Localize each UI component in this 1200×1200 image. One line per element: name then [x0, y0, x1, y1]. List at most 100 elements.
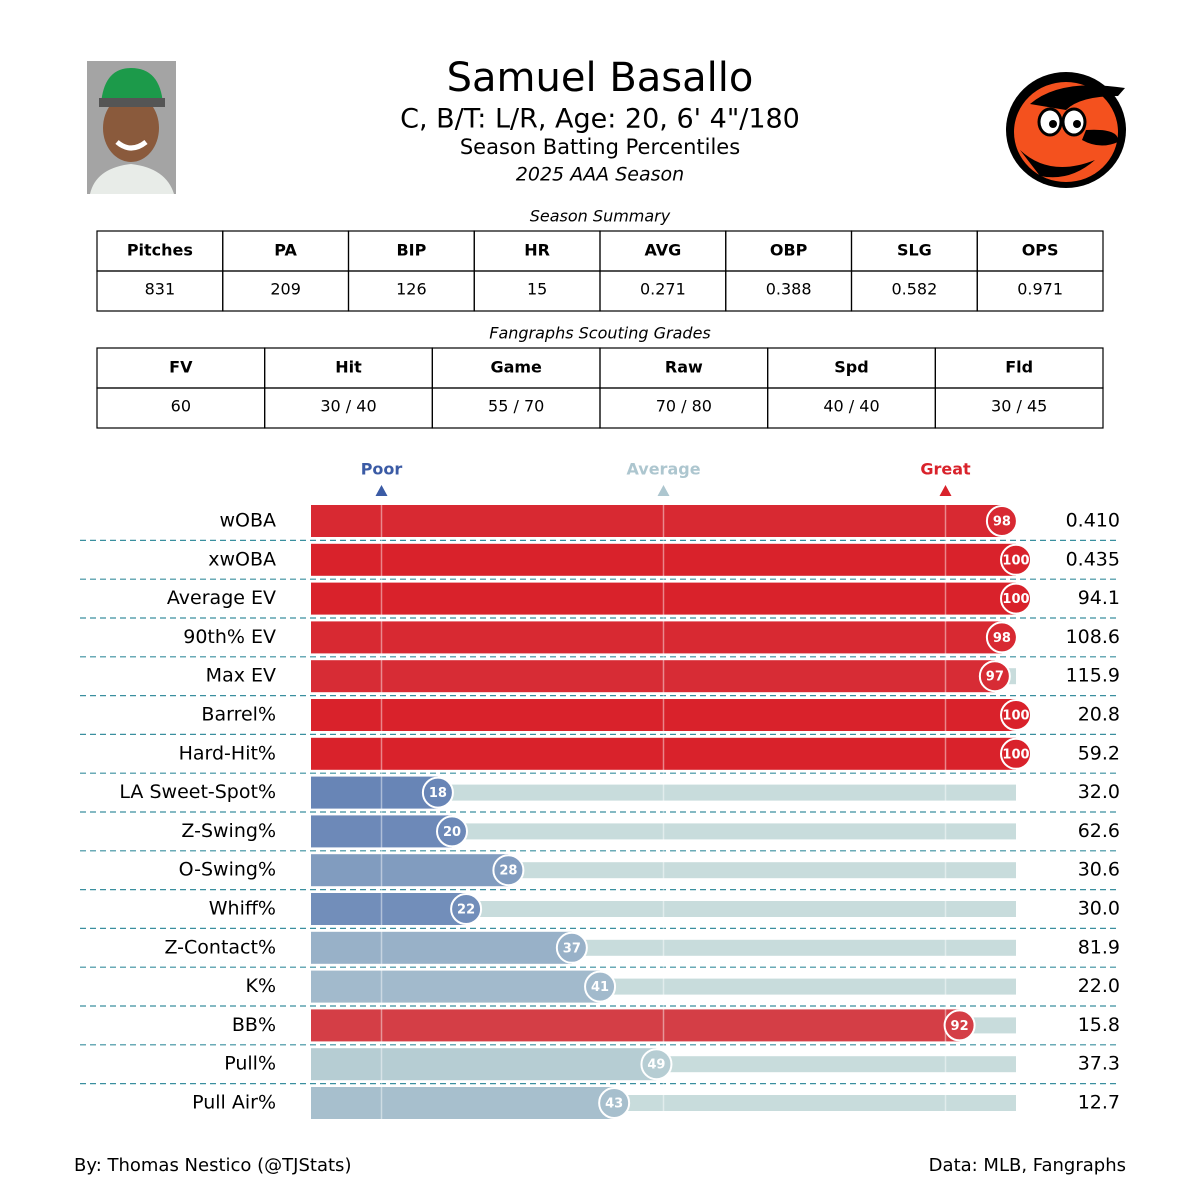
- table-header: Spd: [834, 358, 868, 377]
- percentile-label: 100: [1002, 709, 1029, 724]
- percentile-label: 49: [647, 1058, 665, 1073]
- reference-label: Poor: [361, 460, 403, 479]
- table-value: 0.971: [1017, 280, 1063, 299]
- table-header: Fld: [1005, 358, 1033, 377]
- percentile-dot: [1000, 699, 1032, 731]
- percentile-label: 98: [993, 631, 1011, 646]
- percentile-dot: [436, 815, 468, 848]
- table-value: 55 / 70: [488, 397, 544, 416]
- bar: [311, 621, 1002, 654]
- percentile-dot: [1000, 737, 1032, 770]
- stat-value: 30.0: [1078, 898, 1120, 920]
- percentile-label: 100: [1002, 592, 1029, 607]
- stat-value: 15.8: [1078, 1014, 1120, 1036]
- stat-value: 12.7: [1078, 1092, 1120, 1114]
- metric-label: Average EV: [167, 587, 276, 609]
- reference-marker: [939, 485, 952, 496]
- table-value: 15: [527, 280, 547, 299]
- percentile-dot: [450, 893, 483, 925]
- subtitle: C, B/T: L/R, Age: 20, 6' 4"/180: [400, 104, 800, 135]
- percentile-dot: [978, 660, 1011, 693]
- table-header: OBP: [770, 241, 808, 260]
- percentile-dot: [1000, 543, 1032, 576]
- table-value: 30 / 45: [991, 397, 1047, 416]
- table-header: Game: [490, 358, 542, 377]
- table-title: Fangraphs Scouting Grades: [489, 324, 711, 343]
- percentile-label: 97: [986, 670, 1004, 685]
- table-value: 60: [171, 397, 191, 416]
- metric-label: Pull%: [224, 1053, 276, 1075]
- stat-value: 108.6: [1066, 626, 1120, 648]
- percentile-label: 41: [591, 980, 609, 995]
- metric-label: BB%: [232, 1014, 276, 1036]
- metric-label: Max EV: [206, 665, 276, 687]
- stat-value: 59.2: [1078, 742, 1120, 764]
- bar-track: [311, 823, 1016, 840]
- metric-label: Z-Contact%: [164, 936, 276, 958]
- bar: [311, 699, 1016, 731]
- stat-value: 37.3: [1078, 1053, 1120, 1075]
- metric-label: Barrel%: [201, 704, 276, 726]
- percentile-dot: [985, 621, 1018, 654]
- metric-label: 90th% EV: [183, 626, 276, 648]
- table-value: 40 / 40: [823, 397, 879, 416]
- metric-label: Pull Air%: [192, 1092, 276, 1114]
- percentile-label: 100: [1002, 553, 1029, 568]
- table-title: Season Summary: [530, 207, 671, 226]
- metric-label: Whiff%: [209, 898, 276, 920]
- table-header: SLG: [897, 241, 932, 260]
- table-value: 30 / 40: [320, 397, 376, 416]
- table-header: BIP: [396, 241, 426, 260]
- table-value: 0.271: [640, 280, 686, 299]
- bar: [311, 660, 995, 693]
- percentile-label: 98: [993, 515, 1011, 530]
- bar: [311, 854, 509, 887]
- stat-value: 62.6: [1078, 820, 1120, 842]
- percentile-label: 92: [951, 1019, 969, 1034]
- footer-source: Data: MLB, Fangraphs: [929, 1155, 1126, 1176]
- bar: [311, 737, 1016, 770]
- team-logo: [1006, 72, 1126, 188]
- reference-label: Great: [920, 460, 971, 479]
- bar: [311, 1087, 615, 1119]
- bar: [311, 543, 1016, 576]
- bar: [311, 1009, 960, 1042]
- stat-value: 32.0: [1078, 781, 1120, 803]
- table-header: PA: [274, 241, 297, 260]
- bar: [311, 970, 601, 1003]
- percentile-label: 22: [457, 903, 475, 918]
- percentile-dot: [555, 931, 588, 964]
- table-header: OPS: [1022, 241, 1059, 260]
- percentile-dot: [1000, 582, 1032, 615]
- stat-value: 20.8: [1078, 704, 1120, 726]
- bar: [311, 582, 1016, 615]
- bar: [311, 931, 572, 964]
- description: Season Batting Percentiles: [460, 135, 740, 159]
- table-header: Pitches: [127, 241, 193, 260]
- percentile-label: 43: [605, 1097, 623, 1112]
- percentile-dot: [584, 970, 617, 1003]
- metric-label: K%: [245, 975, 276, 997]
- percentile-label: 18: [429, 786, 447, 801]
- percentile-dot: [943, 1009, 976, 1042]
- percentile-label: 20: [443, 825, 461, 840]
- footer-credit: By: Thomas Nestico (@TJStats): [74, 1155, 351, 1176]
- table-value: 126: [396, 280, 427, 299]
- season: 2025 AAA Season: [516, 164, 684, 186]
- metric-label: wOBA: [219, 510, 276, 532]
- table-value: 0.582: [891, 280, 937, 299]
- stat-value: 0.435: [1066, 548, 1120, 570]
- player-photo: [87, 61, 176, 194]
- bar: [311, 505, 1002, 537]
- reference-marker: [657, 485, 670, 496]
- table-header: FV: [169, 358, 193, 377]
- metric-label: Hard-Hit%: [179, 742, 276, 764]
- metric-label: xwOBA: [208, 548, 276, 570]
- table-cell: [934, 387, 1104, 429]
- table-value: 70 / 80: [656, 397, 712, 416]
- percentile-label: 28: [499, 864, 517, 879]
- bar-track: [311, 784, 1016, 801]
- stat-value: 30.6: [1078, 859, 1120, 881]
- bar: [311, 776, 438, 809]
